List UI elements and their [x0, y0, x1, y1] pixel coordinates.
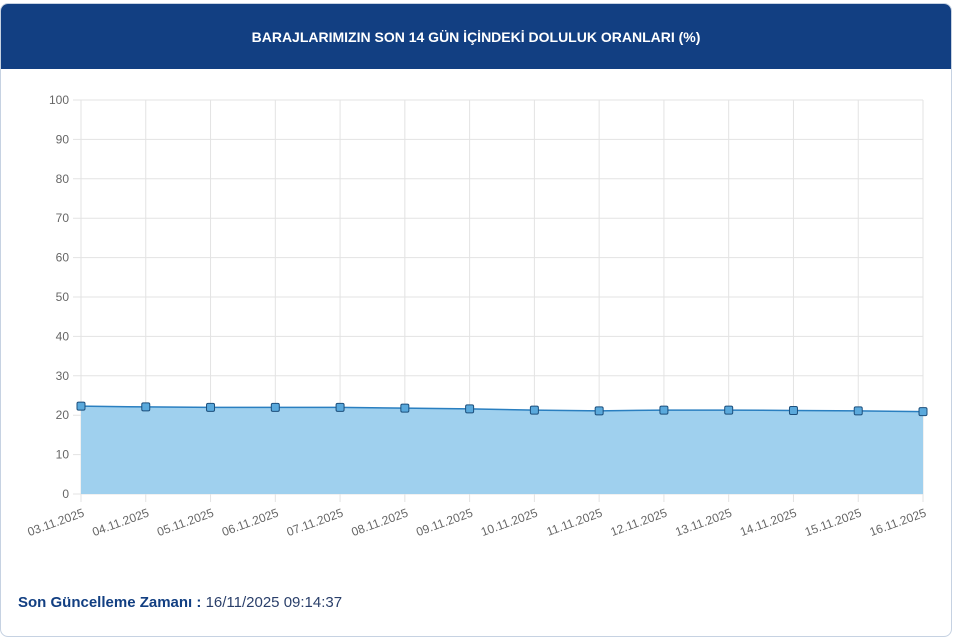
y-tick-label: 90	[56, 132, 70, 146]
x-tick-label: 05.11.2025	[155, 506, 216, 540]
point	[529, 405, 539, 415]
x-tick-label: 03.11.2025	[26, 506, 87, 540]
y-tick-label: 30	[56, 369, 70, 383]
card: BARAJLARIMIZIN SON 14 GÜN İÇİNDEKİ DOLUL…	[0, 3, 952, 637]
x-tick-label: 09.11.2025	[414, 506, 475, 540]
point	[724, 405, 734, 415]
y-tick-label: 20	[56, 408, 70, 422]
point	[335, 402, 345, 412]
x-tick-label: 06.11.2025	[220, 506, 281, 540]
area	[81, 406, 923, 494]
x-tick-label: 13.11.2025	[673, 506, 734, 540]
point	[594, 406, 604, 416]
x-tick-label: 10.11.2025	[479, 506, 540, 540]
point	[400, 403, 410, 413]
point	[465, 404, 475, 414]
footer-value: 16/11/2025 09:14:37	[205, 594, 343, 611]
footer-label: Son Güncelleme Zamanı :	[18, 594, 202, 611]
x-tick-label: 07.11.2025	[285, 506, 346, 540]
y-tick-label: 60	[56, 251, 70, 265]
x-tick-label: 15.11.2025	[803, 506, 864, 540]
point	[206, 402, 216, 412]
point	[788, 405, 798, 415]
x-tick-label: 14.11.2025	[738, 506, 799, 540]
y-tick-label: 10	[56, 448, 70, 462]
footer: Son Güncelleme Zamanı : 16/11/2025 09:14…	[18, 594, 342, 611]
x-tick-label: 16.11.2025	[868, 506, 929, 540]
card-header: BARAJLARIMIZIN SON 14 GÜN İÇİNDEKİ DOLUL…	[1, 4, 951, 69]
x-tick-label: 11.11.2025	[545, 506, 605, 539]
y-tick-label: 40	[56, 329, 70, 343]
y-tick-label: 70	[56, 211, 70, 225]
point	[270, 402, 280, 412]
y-tick-label: 50	[56, 290, 70, 304]
point	[918, 407, 928, 417]
point	[76, 401, 86, 411]
x-tick-label: 08.11.2025	[349, 506, 410, 540]
x-tick-label: 04.11.2025	[90, 506, 151, 540]
line	[80, 405, 924, 413]
y-tick-label: 0	[62, 487, 69, 501]
header-title: BARAJLARIMIZIN SON 14 GÜN İÇİNDEKİ DOLUL…	[251, 28, 701, 45]
y-tick-label: 100	[49, 93, 69, 107]
point	[141, 402, 151, 412]
point	[659, 405, 669, 415]
y-tick-label: 80	[56, 172, 70, 186]
x-tick-label: 12.11.2025	[609, 506, 670, 540]
point	[853, 406, 863, 416]
